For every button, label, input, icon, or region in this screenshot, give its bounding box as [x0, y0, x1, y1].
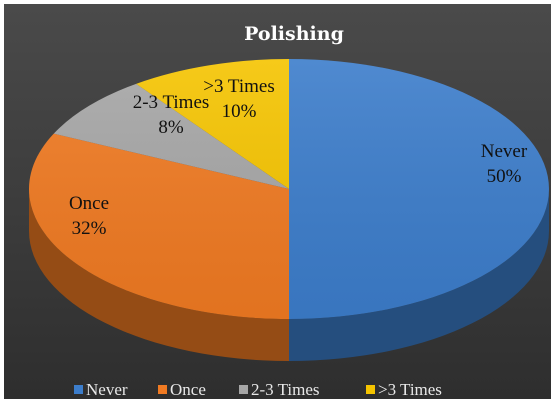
data-labels: Never 50% Once 32% 2-3 Times 8% >3 Times 10% [69, 76, 528, 239]
legend-label-2-3-times: 2-3 Times [251, 380, 320, 399]
data-label-name-never: Never [481, 141, 528, 162]
legend-swatch-once [158, 385, 167, 394]
data-label-name-once: Once [69, 193, 109, 214]
legend-label-3-times: >3 Times [378, 380, 442, 399]
data-label-value-once: 32% [72, 218, 107, 239]
chart-area: Polishing Never 50% Once 32% 2-3 Times 8% >3 T… [4, 4, 551, 399]
legend-label-once: Once [170, 380, 206, 399]
legend-swatch-2-3-times [239, 385, 248, 394]
pie-chart: Polishing Never 50% Once 32% 2-3 Times 8% >3 T… [28, 23, 549, 399]
data-label-name-2-3-times: 2-3 Times [133, 92, 210, 113]
data-label-value-3-times: 10% [222, 101, 257, 122]
data-label-name-3-times: >3 Times [203, 76, 274, 97]
data-label-value-2-3-times: 8% [158, 117, 184, 138]
chart-title: Polishing [244, 23, 344, 45]
legend-swatch-never [74, 385, 83, 394]
data-label-value-never: 50% [487, 166, 522, 187]
pie-tops [28, 59, 549, 319]
legend-label-never: Never [86, 380, 128, 399]
legend-swatch-3-times [366, 385, 375, 394]
legend: Never Once 2-3 Times >3 Times [74, 380, 442, 399]
